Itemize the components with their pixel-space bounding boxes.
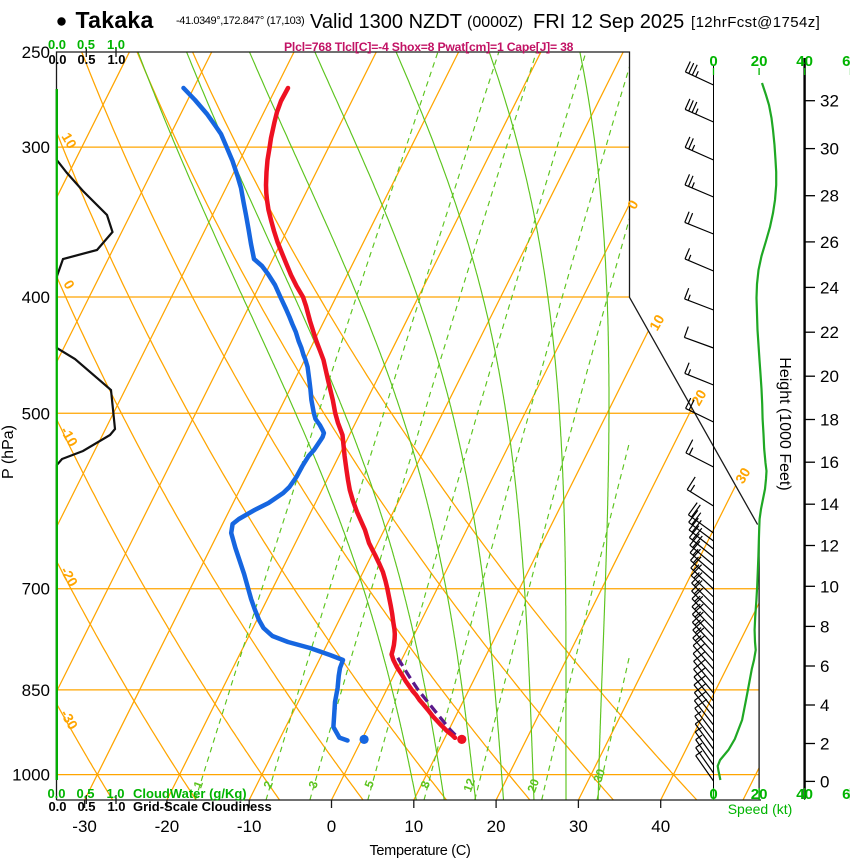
svg-text:1.0: 1.0 xyxy=(107,37,125,52)
svg-text:0.5: 0.5 xyxy=(77,37,95,52)
svg-text:24: 24 xyxy=(820,278,839,297)
svg-text:10: 10 xyxy=(404,817,423,836)
svg-text:20: 20 xyxy=(751,53,768,70)
svg-text:32: 32 xyxy=(820,92,839,111)
svg-text:30: 30 xyxy=(590,767,608,785)
svg-text:Height (1000 Feet): Height (1000 Feet) xyxy=(776,357,793,490)
svg-text:-20: -20 xyxy=(155,817,180,836)
svg-text:-41.0349°,172.847° (17,103): -41.0349°,172.847° (17,103) xyxy=(176,15,304,27)
svg-text:(0000Z): (0000Z) xyxy=(467,14,523,31)
svg-text:8: 8 xyxy=(820,617,829,636)
svg-text:20: 20 xyxy=(524,777,542,795)
svg-text:0.0: 0.0 xyxy=(48,799,66,814)
svg-text:500: 500 xyxy=(22,404,50,423)
svg-text:0.5: 0.5 xyxy=(77,799,95,814)
svg-text:20: 20 xyxy=(487,817,506,836)
svg-text:1.0: 1.0 xyxy=(107,52,125,67)
svg-text:4: 4 xyxy=(820,696,829,715)
svg-text:Plcl=768 Tlcl[C]=-4 Shox=8 Pwa: Plcl=768 Tlcl[C]=-4 Shox=8 Pwat[cm]=1 Ca… xyxy=(284,40,574,54)
svg-text:2: 2 xyxy=(820,735,829,754)
svg-text:Speed (kt): Speed (kt) xyxy=(728,801,793,817)
svg-text:0.0: 0.0 xyxy=(47,786,65,801)
svg-text:0.0: 0.0 xyxy=(48,52,66,67)
svg-text:0.5: 0.5 xyxy=(76,786,94,801)
svg-text:-10: -10 xyxy=(237,817,262,836)
svg-text:Valid 1300 NZDT: Valid 1300 NZDT xyxy=(310,11,462,33)
svg-text:30: 30 xyxy=(820,140,839,159)
svg-text:26: 26 xyxy=(820,233,839,252)
svg-text:16: 16 xyxy=(820,453,839,472)
svg-text:20: 20 xyxy=(688,387,710,409)
svg-text:400: 400 xyxy=(22,288,50,307)
svg-text:850: 850 xyxy=(22,681,50,700)
svg-text:30: 30 xyxy=(732,465,754,487)
svg-text:40: 40 xyxy=(651,817,670,836)
svg-text:30: 30 xyxy=(569,817,588,836)
svg-text:0: 0 xyxy=(709,53,717,70)
svg-text:2: 2 xyxy=(261,779,277,790)
svg-text:Grid-Scale Cloudiness: Grid-Scale Cloudiness xyxy=(133,799,272,814)
svg-text:0.5: 0.5 xyxy=(77,52,95,67)
svg-text:Takaka: Takaka xyxy=(76,7,154,33)
svg-text:60: 60 xyxy=(842,786,850,803)
svg-text:CloudWater (g/Kg): CloudWater (g/Kg) xyxy=(133,786,247,801)
svg-text:250: 250 xyxy=(22,43,50,62)
svg-text:1.0: 1.0 xyxy=(106,786,124,801)
svg-text:0.0: 0.0 xyxy=(48,37,66,52)
svg-text:-30: -30 xyxy=(72,817,97,836)
svg-text:22: 22 xyxy=(820,323,839,342)
svg-text:[12hrFcst@1754z]: [12hrFcst@1754z] xyxy=(691,14,820,31)
svg-text:FRI 12 Sep 2025: FRI 12 Sep 2025 xyxy=(533,11,684,33)
svg-text:10: 10 xyxy=(646,312,668,334)
svg-text:12: 12 xyxy=(460,776,478,794)
svg-text:1.0: 1.0 xyxy=(107,799,125,814)
svg-text:18: 18 xyxy=(820,411,839,430)
svg-text:300: 300 xyxy=(22,138,50,157)
svg-text:0: 0 xyxy=(820,772,829,791)
svg-text:1000: 1000 xyxy=(12,766,50,785)
svg-text:700: 700 xyxy=(22,580,50,599)
svg-text:Temperature (C): Temperature (C) xyxy=(369,843,470,859)
svg-text:P (hPa): P (hPa) xyxy=(0,425,17,479)
svg-text:40: 40 xyxy=(796,53,813,70)
svg-text:10: 10 xyxy=(820,577,839,596)
svg-text:10: 10 xyxy=(59,130,81,152)
svg-text:0: 0 xyxy=(327,817,336,836)
svg-text:28: 28 xyxy=(820,187,839,206)
svg-text:14: 14 xyxy=(820,495,839,514)
svg-text:1: 1 xyxy=(191,779,207,790)
svg-text:60: 60 xyxy=(842,53,850,70)
svg-text:20: 20 xyxy=(820,367,839,386)
svg-text:12: 12 xyxy=(820,537,839,556)
svg-text:3: 3 xyxy=(306,779,322,790)
svg-text:5: 5 xyxy=(362,778,378,789)
svg-text:8: 8 xyxy=(418,779,434,790)
svg-text:6: 6 xyxy=(820,657,829,676)
